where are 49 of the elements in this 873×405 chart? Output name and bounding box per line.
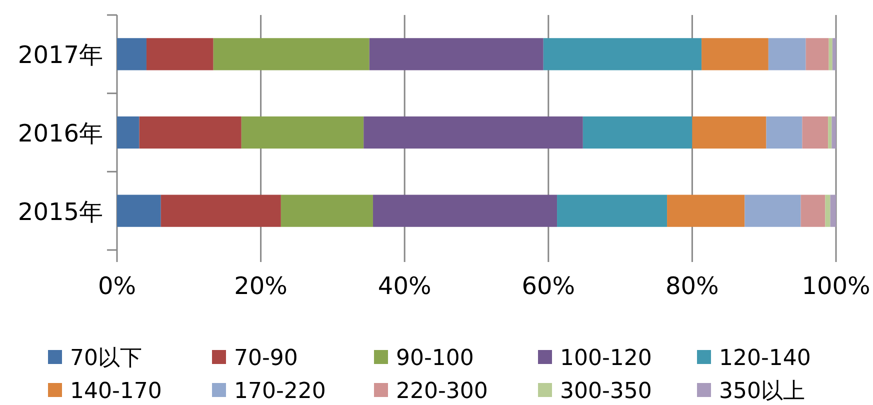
bar bbox=[582, 116, 692, 149]
y-tick-label: 2015年 bbox=[18, 198, 103, 226]
bar bbox=[802, 116, 828, 149]
bar bbox=[832, 38, 836, 70]
legend-label: 350以上 bbox=[719, 379, 805, 404]
bar bbox=[117, 38, 146, 70]
bar bbox=[369, 38, 544, 70]
bar bbox=[146, 38, 214, 70]
bar bbox=[372, 194, 558, 227]
x-tick-label: 80% bbox=[666, 272, 719, 300]
bar bbox=[825, 194, 830, 227]
legend-label: 90-100 bbox=[396, 346, 474, 371]
legend-label: 170-220 bbox=[234, 379, 326, 404]
legend-label: 100-120 bbox=[560, 346, 652, 371]
bar bbox=[139, 116, 242, 149]
bar bbox=[702, 38, 768, 70]
x-tick-label: 20% bbox=[234, 272, 288, 300]
legend-label: 300-350 bbox=[560, 379, 652, 404]
x-tick-label: 40% bbox=[378, 272, 432, 300]
y-tick-label: 2017年 bbox=[18, 41, 103, 70]
bar bbox=[692, 116, 766, 149]
bar bbox=[117, 194, 161, 227]
bar bbox=[806, 38, 829, 70]
bar bbox=[241, 116, 364, 149]
bar bbox=[117, 116, 140, 149]
bar bbox=[667, 194, 745, 227]
bar bbox=[830, 194, 836, 227]
legend-label: 70-90 bbox=[234, 346, 298, 371]
bar bbox=[160, 194, 281, 227]
x-tick-label: 0% bbox=[98, 272, 136, 300]
bar bbox=[832, 116, 836, 149]
bar bbox=[213, 38, 370, 70]
legend-label: 120-140 bbox=[719, 346, 811, 371]
bar bbox=[557, 194, 668, 227]
bar bbox=[768, 38, 806, 70]
x-tick-label: 60% bbox=[522, 272, 576, 300]
bar bbox=[543, 38, 702, 70]
bar bbox=[744, 194, 801, 227]
bar bbox=[364, 116, 583, 149]
bar bbox=[828, 38, 832, 70]
bar bbox=[766, 116, 802, 149]
legend-label: 140-170 bbox=[70, 379, 162, 404]
x-tick-label: 100% bbox=[802, 272, 870, 300]
y-tick-label: 2016年 bbox=[18, 120, 103, 148]
bar bbox=[828, 116, 832, 149]
bar bbox=[800, 194, 826, 227]
legend-label: 220-300 bbox=[396, 379, 488, 404]
bar bbox=[280, 194, 373, 227]
legend-label: 70以下 bbox=[70, 346, 142, 371]
